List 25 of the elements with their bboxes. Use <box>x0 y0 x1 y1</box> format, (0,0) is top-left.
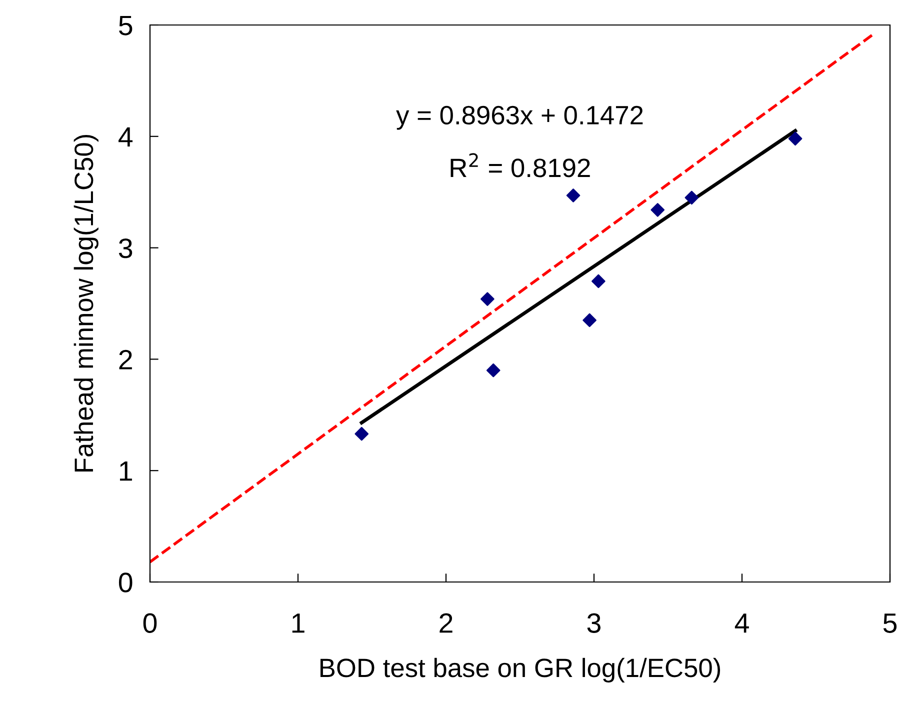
point <box>480 292 494 306</box>
x-tick-label: 3 <box>587 613 601 633</box>
point <box>592 274 606 288</box>
x-tick-label: 1 <box>292 614 304 633</box>
point <box>566 188 580 202</box>
point <box>486 363 500 378</box>
y-tick-label: 5 <box>118 16 132 36</box>
y-tick-label: 0 <box>118 572 132 592</box>
y-axis-title: Fathead minnow log(1/LC50) <box>74 134 98 472</box>
y-tick-label: 1 <box>120 462 132 481</box>
y-tick-label: 2 <box>119 350 132 370</box>
x-tick-label: 4 <box>734 614 749 633</box>
y-tick-label: 3 <box>118 238 132 258</box>
x-tick-label: 0 <box>143 613 157 633</box>
annotation: R$^{2}$ = 0.8192 <box>450 153 590 178</box>
point <box>354 426 369 441</box>
point <box>582 313 596 328</box>
x-tick-label: 2 <box>440 613 452 633</box>
point <box>684 190 699 205</box>
x-tick-label: 5 <box>883 614 897 633</box>
x-axis-title: BOD test base on GR log(1/EC50) <box>320 658 720 682</box>
y-tick-label: 4 <box>118 127 133 146</box>
point <box>788 132 802 146</box>
annotation: y = 0.8963x + 0.1472 <box>396 106 643 130</box>
point <box>650 203 665 217</box>
